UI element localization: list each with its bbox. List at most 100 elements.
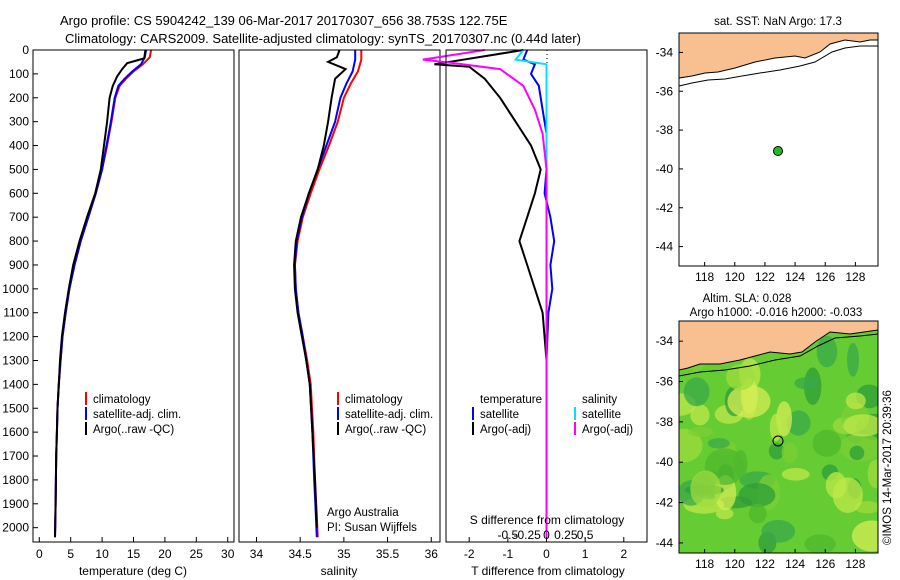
y-tick-label: -34 (656, 45, 674, 59)
legend-temperature-header: temperature (480, 394, 542, 406)
x-tick-label: 10 (95, 547, 109, 561)
t-difference-xlabel: T difference from climatology (471, 564, 625, 578)
salinity-axes-box (238, 49, 441, 543)
s-tick-label: -0.5 (498, 528, 519, 542)
salinity-panel: 34 34.5 35 35.5 36 salinity climatology sate… (238, 49, 441, 578)
sla-heatmap-cell (804, 534, 836, 553)
sla-heatmap-cell (847, 343, 859, 377)
sst-map-title: sat. SST: NaN Argo: 17.3 (714, 16, 842, 28)
y-tick-label: -42 (656, 496, 674, 510)
legend-argo: Argo(..raw -QC) (345, 424, 426, 436)
sla-heatmap-cell (690, 404, 710, 426)
y-tick-label: 1200 (2, 330, 29, 344)
float-location-marker (773, 146, 783, 156)
x-tick-label: 25 (190, 547, 204, 561)
y-tick-label: 300 (9, 115, 29, 129)
sst-map-panel: sat. SST: NaN Argo: 17.3 118 120 122 124 126… (656, 16, 879, 284)
series-line-temperature-satellite (521, 49, 556, 538)
difference-panel: -2 -1 0 1 2 -0.5-0.25 0 0.25 0.5 S difference f… (422, 49, 648, 578)
s-difference-label: S difference from climatology (470, 513, 625, 527)
x-tick-label: 34.5 (288, 547, 312, 561)
temperature-legend: climatology satellite-adj. clim. Argo(..… (85, 392, 181, 436)
temperature-panel: 0 5 10 15 20 25 30 0 100 200 300 400 500 600 700 800 90… (2, 43, 234, 578)
sla-map-axes-box (678, 320, 879, 554)
legend-s-argo: Argo(-adj) (582, 424, 633, 436)
y-tick-label: -38 (656, 123, 674, 137)
float-location-marker (772, 435, 784, 447)
annotation-pi: PI: Susan Wijffels (327, 522, 417, 534)
y-tick-label: 500 (9, 162, 29, 176)
y-tick-label: 1800 (2, 473, 29, 487)
y-tick-label: 600 (9, 186, 29, 200)
x-tick-label: 122 (755, 557, 775, 571)
x-tick-label: 118 (695, 557, 714, 571)
sla-heatmap-cell (843, 414, 878, 437)
sla-map-land (679, 321, 878, 371)
legend-argo: Argo(..raw -QC) (93, 424, 174, 436)
s-tick-label: -0.25 (513, 528, 541, 542)
y-tick-label: 1100 (3, 306, 29, 320)
series-line-argo-raw-qc- (54, 49, 147, 538)
x-tick-label: 0 (543, 547, 550, 561)
temperature-axes-box (32, 49, 235, 543)
sla-map-title: Altim. SLA: 0.028 (703, 293, 792, 305)
sla-heatmap-cell (716, 508, 734, 520)
y-tick-label: 900 (9, 258, 29, 272)
y-tick-label: 1300 (2, 353, 29, 367)
title-line2: Climatology: CARS2009. Satellite-adjuste… (65, 31, 581, 46)
y-tick-label: 1700 (2, 449, 29, 463)
sla-heatmap-cell (679, 428, 703, 463)
x-tick-label: -2 (464, 547, 475, 561)
sla-heatmap-cell (738, 483, 776, 508)
sst-map-land (678, 32, 879, 79)
x-tick-label: 36 (425, 547, 439, 561)
x-tick-label: 124 (785, 270, 805, 284)
x-tick-label: 35.5 (376, 547, 400, 561)
sla-heatmap-cell (748, 503, 767, 524)
sla-heatmap-cell (812, 429, 842, 457)
y-tick-label: 800 (9, 234, 29, 248)
x-tick-label: -1 (503, 547, 514, 561)
y-tick-label: -36 (656, 84, 674, 98)
sla-heatmap (679, 321, 878, 553)
x-tick-label: 34 (250, 547, 264, 561)
sst-map-axes-box (678, 32, 879, 267)
y-tick-label: 0 (22, 43, 29, 57)
series-line-argo-raw-qc- (293, 49, 348, 528)
x-tick-label: 2 (620, 547, 627, 561)
sla-heatmap-cell (769, 413, 783, 442)
x-tick-label: 126 (815, 270, 835, 284)
legend-satellite: satellite-adj. clim. (345, 409, 433, 421)
legend-salinity-header: salinity (582, 394, 617, 406)
x-tick-label: 122 (755, 270, 775, 284)
sla-heatmap-cell (688, 426, 714, 437)
legend-climatology: climatology (345, 394, 403, 406)
y-tick-label: -38 (656, 415, 674, 429)
y-tick-label: 200 (9, 91, 29, 105)
sla-map-contour (679, 333, 878, 377)
x-tick-label: 30 (221, 547, 235, 561)
y-tick-label: 400 (9, 139, 29, 153)
sla-heatmap-cell (832, 477, 863, 513)
y-tick-label: 1500 (2, 401, 29, 415)
sla-heatmap-cell (786, 410, 811, 436)
y-tick-label: 1600 (2, 425, 29, 439)
sla-heatmap-cell (768, 442, 785, 460)
annotation-argo-australia: Argo Australia (327, 507, 399, 519)
legend-t-argo: Argo(-adj) (480, 424, 531, 436)
sla-heatmap-cell (851, 520, 878, 552)
temperature-xlabel: temperature (deg C) (79, 564, 187, 578)
y-tick-label: -44 (656, 240, 674, 254)
y-tick-label: 1400 (2, 377, 29, 391)
y-tick-label: 700 (9, 210, 29, 224)
y-tick-label: -44 (656, 536, 674, 550)
sla-heatmap-cell (816, 335, 838, 368)
x-tick-label: 124 (785, 557, 805, 571)
title-line1: Argo profile: CS 5904242_139 06-Mar-2017… (60, 13, 508, 28)
legend-satellite: satellite-adj. clim. (93, 409, 181, 421)
sla-map-panel: Altim. SLA: 0.028 Argo h1000: -0.016 h20… (656, 293, 879, 571)
series-line-temperature-argo-adj- (434, 49, 548, 538)
sla-heatmap-cell (867, 459, 878, 489)
sla-heatmap-cell (707, 438, 730, 449)
salinity-legend: climatology satellite-adj. clim. Argo(..… (337, 392, 433, 436)
